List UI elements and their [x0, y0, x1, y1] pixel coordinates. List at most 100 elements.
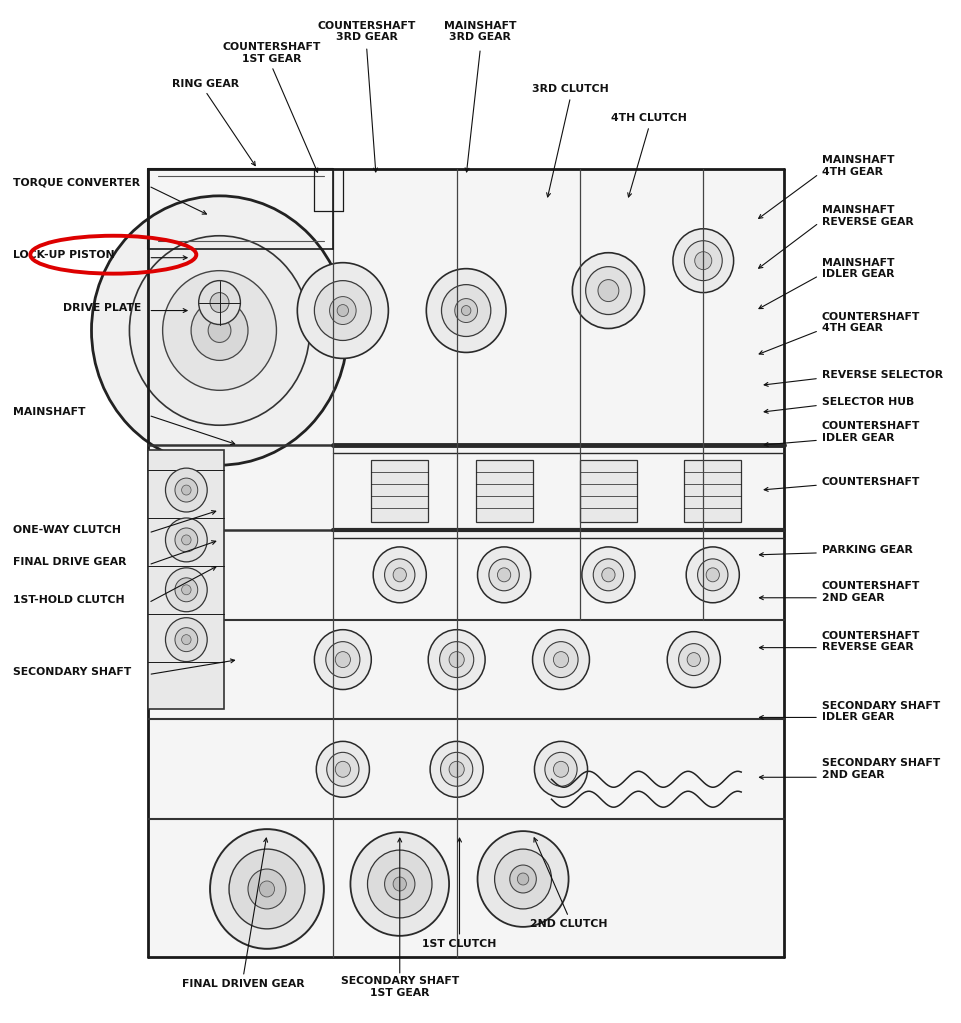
Text: MAINSHAFT
3RD GEAR: MAINSHAFT 3RD GEAR — [444, 20, 517, 42]
Circle shape — [498, 568, 510, 582]
Circle shape — [373, 547, 427, 603]
Circle shape — [91, 195, 348, 465]
Circle shape — [330, 297, 357, 324]
Circle shape — [162, 271, 277, 391]
Text: COUNTERSHAFT: COUNTERSHAFT — [822, 477, 921, 487]
Bar — [148, 450, 224, 710]
Text: 4TH CLUTCH: 4TH CLUTCH — [611, 114, 687, 123]
Circle shape — [259, 881, 275, 897]
Bar — [580, 460, 637, 522]
Text: SELECTOR HUB: SELECTOR HUB — [822, 397, 914, 407]
Circle shape — [489, 559, 519, 591]
Circle shape — [455, 299, 478, 322]
Circle shape — [573, 253, 645, 328]
Circle shape — [602, 568, 615, 582]
Circle shape — [431, 742, 483, 797]
Text: SECONDARY SHAFT
1ST GEAR: SECONDARY SHAFT 1ST GEAR — [340, 976, 459, 997]
Circle shape — [393, 568, 407, 582]
Text: LOCK-UP PISTON: LOCK-UP PISTON — [12, 250, 114, 260]
Circle shape — [478, 547, 530, 603]
Circle shape — [191, 301, 248, 360]
Circle shape — [327, 752, 359, 787]
Circle shape — [684, 240, 723, 280]
Text: 3RD CLUTCH: 3RD CLUTCH — [532, 84, 609, 94]
Text: 2ND CLUTCH: 2ND CLUTCH — [530, 919, 607, 929]
Text: TORQUE CONVERTER: TORQUE CONVERTER — [12, 178, 140, 188]
Circle shape — [706, 568, 720, 582]
Circle shape — [449, 761, 464, 777]
Circle shape — [667, 631, 721, 687]
Circle shape — [182, 585, 191, 594]
Circle shape — [326, 641, 360, 677]
Circle shape — [393, 877, 407, 891]
Text: MAINSHAFT
IDLER GEAR: MAINSHAFT IDLER GEAR — [822, 258, 895, 279]
Circle shape — [351, 832, 449, 936]
Bar — [371, 460, 429, 522]
Text: REVERSE SELECTOR: REVERSE SELECTOR — [822, 370, 943, 381]
Circle shape — [165, 469, 208, 512]
Circle shape — [130, 235, 309, 426]
Circle shape — [229, 849, 305, 929]
Text: 1ST CLUTCH: 1ST CLUTCH — [422, 939, 497, 948]
Circle shape — [449, 652, 464, 668]
Circle shape — [585, 267, 631, 314]
Circle shape — [337, 305, 349, 316]
Circle shape — [581, 547, 635, 603]
Circle shape — [517, 873, 529, 885]
Circle shape — [314, 280, 371, 341]
Circle shape — [554, 761, 569, 777]
Bar — [476, 460, 532, 522]
Circle shape — [210, 293, 229, 313]
Circle shape — [199, 280, 240, 324]
Text: SECONDARY SHAFT
IDLER GEAR: SECONDARY SHAFT IDLER GEAR — [822, 701, 940, 722]
Text: SECONDARY SHAFT
2ND GEAR: SECONDARY SHAFT 2ND GEAR — [822, 758, 940, 781]
Circle shape — [554, 652, 569, 668]
Circle shape — [532, 630, 589, 690]
Circle shape — [367, 850, 432, 918]
Text: 1ST-HOLD CLUTCH: 1ST-HOLD CLUTCH — [12, 594, 124, 605]
Circle shape — [175, 478, 198, 502]
Circle shape — [384, 559, 415, 591]
Circle shape — [209, 318, 231, 343]
Circle shape — [427, 269, 506, 353]
Circle shape — [695, 252, 712, 270]
Circle shape — [440, 752, 473, 787]
Circle shape — [165, 518, 208, 562]
Circle shape — [441, 284, 491, 337]
Text: MAINSHAFT: MAINSHAFT — [12, 407, 86, 417]
Circle shape — [495, 849, 552, 908]
Circle shape — [248, 869, 286, 908]
Circle shape — [335, 652, 351, 668]
Circle shape — [182, 535, 191, 545]
Circle shape — [461, 306, 471, 315]
Circle shape — [335, 761, 351, 777]
Circle shape — [165, 618, 208, 662]
Text: COUNTERSHAFT
2ND GEAR: COUNTERSHAFT 2ND GEAR — [822, 581, 921, 603]
Circle shape — [673, 229, 733, 293]
Text: COUNTERSHAFT
REVERSE GEAR: COUNTERSHAFT REVERSE GEAR — [822, 631, 921, 653]
Circle shape — [545, 752, 578, 787]
Circle shape — [429, 630, 485, 690]
Bar — [684, 460, 741, 522]
Text: FINAL DRIVEN GEAR: FINAL DRIVEN GEAR — [182, 979, 305, 988]
Circle shape — [698, 559, 727, 591]
Text: RING GEAR: RING GEAR — [172, 79, 239, 89]
Circle shape — [598, 279, 619, 302]
Circle shape — [316, 742, 369, 797]
Circle shape — [686, 547, 739, 603]
Circle shape — [210, 829, 324, 948]
Text: FINAL DRIVE GEAR: FINAL DRIVE GEAR — [12, 557, 126, 567]
Polygon shape — [148, 169, 784, 957]
Circle shape — [175, 528, 198, 551]
Circle shape — [534, 742, 587, 797]
Circle shape — [314, 630, 371, 690]
Circle shape — [182, 634, 191, 644]
Circle shape — [687, 653, 701, 667]
Circle shape — [165, 568, 208, 612]
Text: COUNTERSHAFT
IDLER GEAR: COUNTERSHAFT IDLER GEAR — [822, 421, 921, 443]
Circle shape — [182, 485, 191, 495]
Text: MAINSHAFT
4TH GEAR: MAINSHAFT 4TH GEAR — [822, 155, 895, 177]
Text: PARKING GEAR: PARKING GEAR — [822, 545, 913, 554]
Circle shape — [439, 641, 474, 677]
Circle shape — [175, 578, 198, 602]
